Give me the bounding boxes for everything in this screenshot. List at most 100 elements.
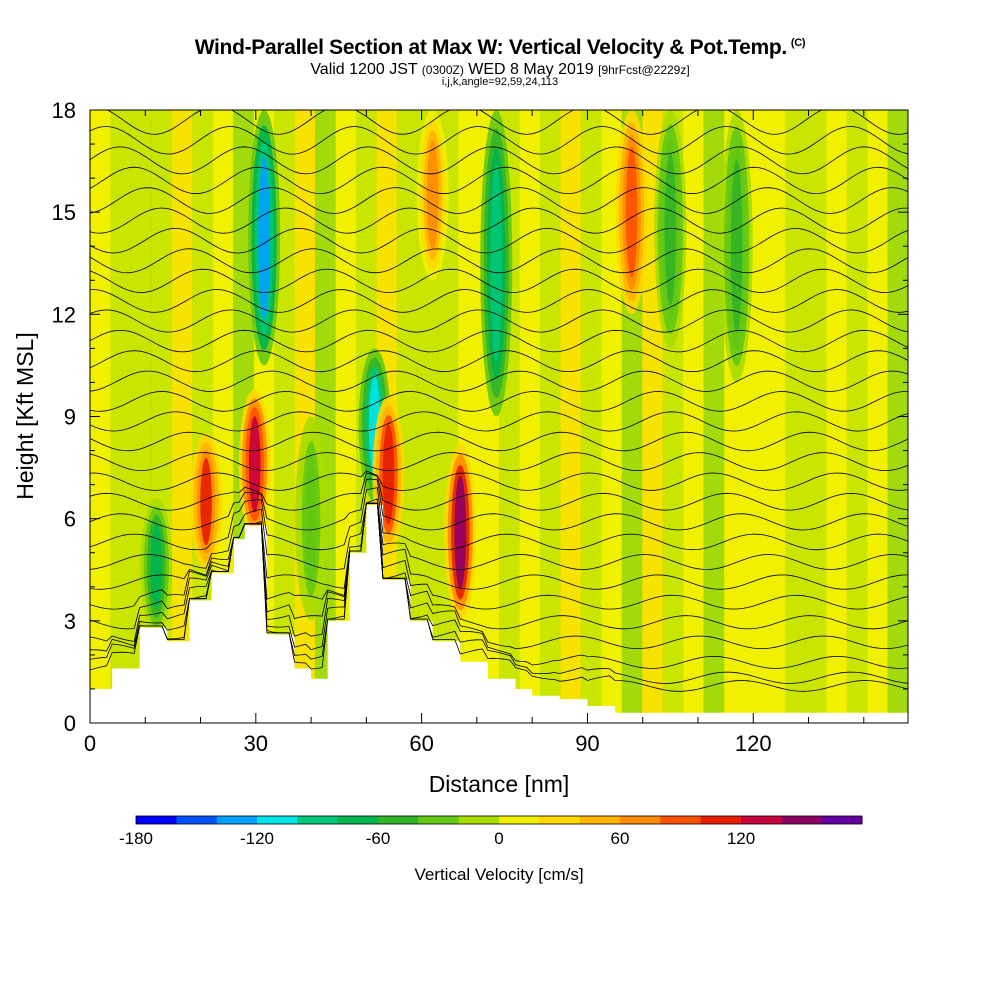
velocity-band [703,110,725,723]
colorbar-segment [257,816,298,824]
theta-contour [90,502,908,610]
theta-contour [90,431,908,452]
theta-contour [90,502,908,650]
velocity-band [171,110,193,723]
downdraft-core [258,155,270,320]
velocity-band [785,110,807,723]
velocity-band [539,110,561,723]
downdraft-core [305,453,317,585]
downdraft-core [664,152,677,306]
theta-contour [90,370,908,392]
y-tick-label: 0 [64,711,76,736]
updraft-core [426,140,439,250]
colorbar-tick-label: 120 [727,829,755,848]
y-axis-label: Height [Kft MSL] [12,332,38,499]
x-tick-label: 120 [735,731,772,756]
title-main: Wind-Parallel Section at Max W: Vertical… [194,36,788,59]
velocity-band [683,110,704,723]
theta-contour [90,289,908,313]
grid-indices: i,j,k,angle=92,59,24,113 [441,76,559,88]
theta-contour [90,478,908,531]
theta-contour [90,126,908,155]
velocity-band [519,110,541,723]
theta-contour [90,390,908,412]
chart-title: Wind-Parallel Section at Max W: Vertical… [0,36,1000,60]
x-tick-label: 30 [244,731,268,756]
colorbar-segment [579,816,621,824]
y-tick-label: 9 [64,405,76,430]
x-tick-label: 60 [409,731,433,756]
colorbar-segment [660,816,702,824]
theta-contour [90,309,908,333]
velocity-band [826,110,848,723]
x-axis-label: Distance [nm] [429,771,570,797]
colorbar-segment [741,816,782,824]
theta-contour [90,411,908,432]
velocity-band [90,110,111,723]
colorbar-segment [781,816,823,824]
colorbar-segment [176,816,218,824]
y-tick-label: 3 [64,609,76,634]
downdraft-core [730,159,743,334]
utc-time: (0300Z) [421,63,464,77]
terrain [90,505,908,723]
colorbar-segment [378,816,419,824]
y-tick-label: 6 [64,507,76,532]
theta-contour [90,227,908,254]
velocity-band [867,110,889,723]
colorbar-tick-label: 0 [494,829,503,848]
colorbar-segment [458,816,500,824]
updraft-core [200,458,212,546]
velocity-band [110,110,132,723]
updraft-core [382,424,395,525]
downdraft-core [490,165,503,362]
colorbar-segment [337,816,379,824]
y-tick-label: 12 [52,302,76,327]
colorbar-segment [297,816,339,824]
colorbar-segment [539,816,581,824]
colorbar-segment [821,816,863,824]
x-tick-label: 0 [84,731,96,756]
y-tick-label: 18 [52,98,76,123]
theta-contour [90,472,908,511]
velocity-band [601,110,623,723]
colorbar-segment [216,816,258,824]
theta-contour [90,329,908,353]
valid-time: Valid 1200 JST [310,61,418,78]
theta-contour [90,146,908,175]
valid-date: WED 8 May 2019 [468,61,594,78]
theta-contour [106,110,908,135]
colorbar-tick-label: -60 [366,829,391,848]
chart-subtitle: Valid 1200 JST (0300Z) WED 8 May 2019 [9… [0,61,1000,79]
copyright-mark: (C) [790,37,806,49]
colorbar-frame [135,815,863,825]
updraft-core [454,475,467,589]
velocity-band [887,110,908,723]
colorbar-segment [700,816,742,824]
theta-contour [90,502,908,630]
updraft-core [625,146,638,278]
velocity-band [846,110,868,723]
colorbar-tick-label: 60 [611,829,630,848]
theta-contour [90,498,908,570]
colorbar-segment [620,816,661,824]
updraft-core [248,416,261,513]
theta-contour [90,487,908,551]
colorbar-tick-label: -120 [240,829,274,848]
downdraft-core [150,522,163,610]
velocity-band [458,110,480,723]
velocity-band [560,110,582,723]
colorbar-segment [499,816,540,824]
velocity-band [580,110,602,723]
theta-contour [90,166,908,195]
theta-contour [90,470,908,491]
theta-contour [90,452,908,472]
colorbar-segment [418,816,460,824]
theta-contour [90,207,908,234]
colorbar-label: Vertical Velocity [cm/s] [414,865,583,884]
theta-contour [90,248,908,274]
x-tick-label: 90 [575,731,599,756]
y-tick-label: 15 [52,200,76,225]
forecast-info: [9hrFcst@2229z] [598,63,690,77]
